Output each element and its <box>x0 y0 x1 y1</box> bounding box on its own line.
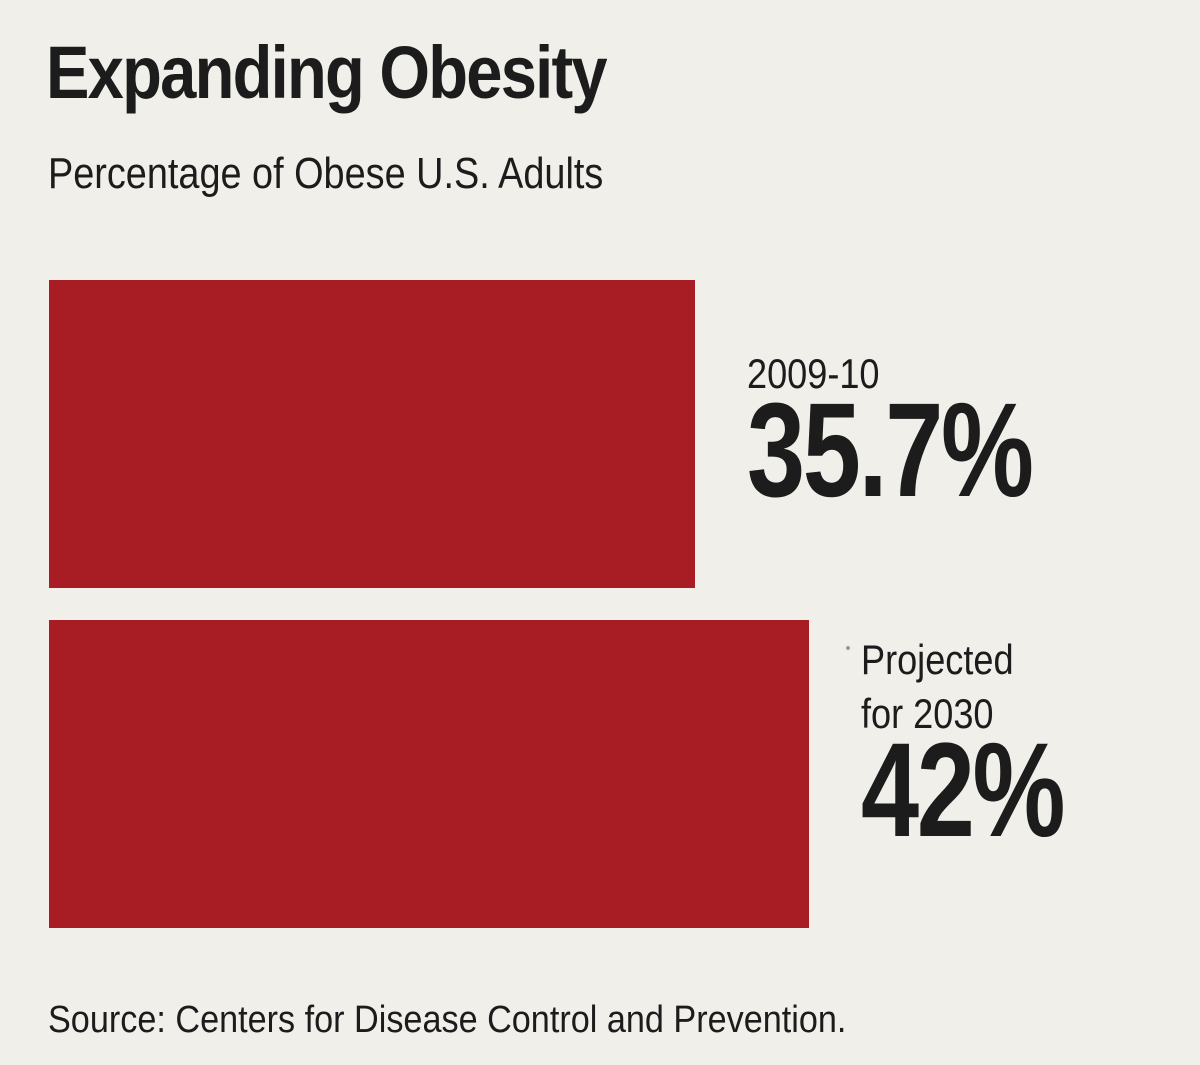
value-label-1: 35.7% <box>747 376 1032 525</box>
chart-subtitle: Percentage of Obese U.S. Adults <box>48 149 604 198</box>
category-label-1-line-1: 2009-10 <box>747 352 880 398</box>
chart-title: Expanding Obesity <box>46 31 608 114</box>
category-label-2-line-2: for 2030 <box>861 692 993 738</box>
category-label-2-line-1: Projected <box>861 638 1014 684</box>
source-note: Source: Centers for Disease Control and … <box>48 999 847 1041</box>
print-speck <box>846 646 850 650</box>
value-label-2: 42% <box>861 716 1063 865</box>
bar-2 <box>49 620 809 928</box>
bar-1 <box>49 280 695 588</box>
